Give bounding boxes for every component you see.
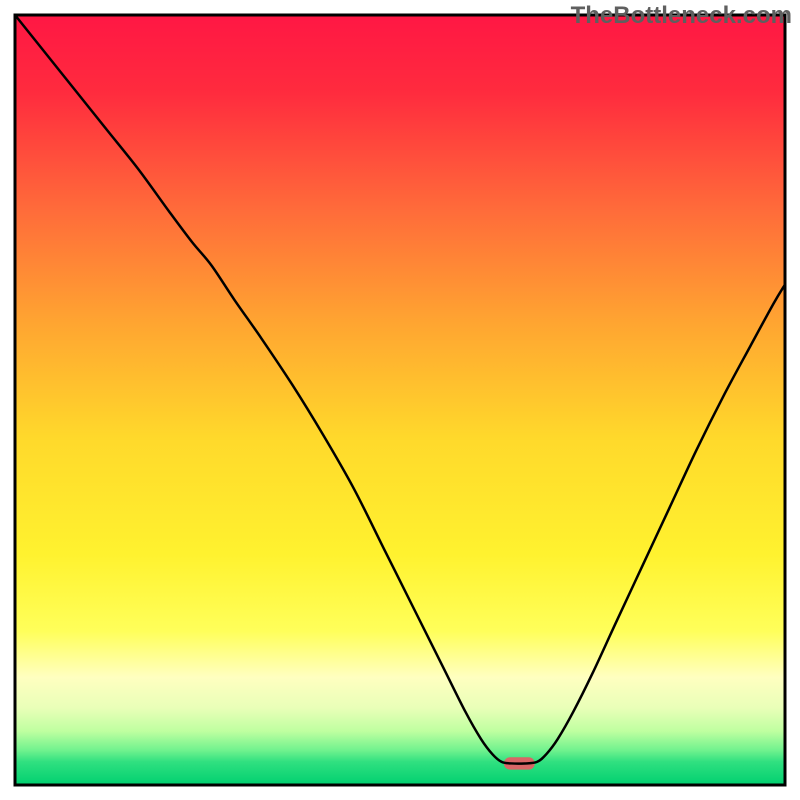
chart-svg (0, 0, 800, 800)
bottleneck-chart (0, 0, 800, 800)
watermark-text: TheBottleneck.com (571, 2, 792, 30)
chart-background (15, 15, 785, 785)
